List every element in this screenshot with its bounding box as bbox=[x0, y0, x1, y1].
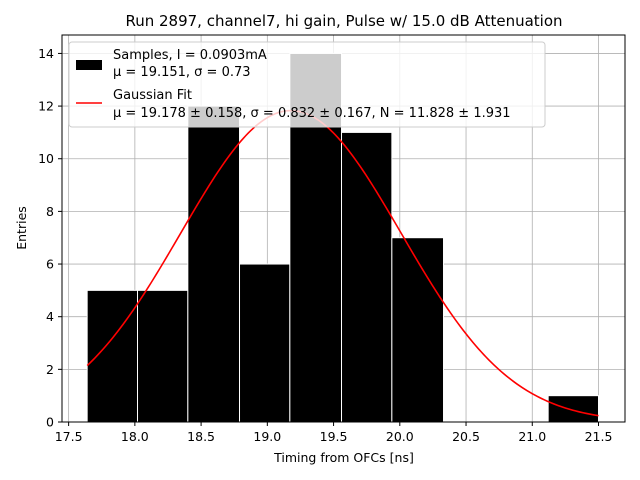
y-tick-label: 2 bbox=[46, 362, 54, 377]
legend-samples-swatch bbox=[76, 60, 102, 70]
y-tick-label: 0 bbox=[46, 415, 54, 430]
y-tick-label: 4 bbox=[46, 309, 54, 324]
y-tick-label: 14 bbox=[38, 46, 54, 61]
histogram-bar bbox=[341, 131, 393, 423]
x-tick-label: 18.5 bbox=[187, 429, 215, 444]
x-axis-label: Timing from OFCs [ns] bbox=[273, 450, 414, 465]
legend-box bbox=[68, 41, 546, 128]
x-tick-label: 19.0 bbox=[253, 429, 281, 444]
histogram-bar bbox=[137, 289, 189, 423]
x-tick-label: 19.5 bbox=[320, 429, 348, 444]
histogram-bar bbox=[187, 105, 241, 423]
histogram-bar bbox=[86, 289, 139, 423]
legend: Samples, I = 0.0903mA μ = 19.151, σ = 0.… bbox=[68, 41, 546, 128]
histogram-bar bbox=[239, 263, 291, 423]
chart-title: Run 2897, channel7, hi gain, Pulse w/ 15… bbox=[125, 12, 562, 30]
y-tick-label: 10 bbox=[38, 151, 54, 166]
histogram-bar bbox=[391, 237, 445, 423]
legend-fit-stats: μ = 19.178 ± 0.158, σ = 0.832 ± 0.167, N… bbox=[113, 106, 511, 121]
x-tick-label: 20.5 bbox=[452, 429, 480, 444]
histogram-bar bbox=[547, 395, 600, 423]
legend-fit-label: Gaussian Fit bbox=[113, 88, 192, 103]
y-tick-label: 8 bbox=[46, 204, 54, 219]
fit-curve-group bbox=[86, 109, 599, 417]
legend-samples-label: Samples, I = 0.0903mA bbox=[113, 48, 267, 63]
y-axis-label: Entries bbox=[14, 206, 29, 250]
x-tick-label: 20.0 bbox=[386, 429, 414, 444]
x-tick-label: 18.0 bbox=[121, 429, 149, 444]
x-tick-label: 17.5 bbox=[55, 429, 83, 444]
x-tick-label: 21.0 bbox=[518, 429, 546, 444]
legend-samples-stats: μ = 19.151, σ = 0.73 bbox=[113, 65, 251, 80]
y-tick-label: 6 bbox=[46, 257, 54, 272]
y-tick-label: 12 bbox=[38, 99, 54, 114]
plot-frame bbox=[61, 34, 626, 423]
y-axis: 0 2 4 6 8 10 12 14 bbox=[38, 46, 62, 430]
x-tick-label: 21.5 bbox=[585, 429, 613, 444]
x-axis: 17.5 18.0 18.5 19.0 19.5 20.0 20.5 21.0 21.5 bbox=[55, 422, 613, 444]
gaussian-fit-curve bbox=[86, 109, 599, 417]
